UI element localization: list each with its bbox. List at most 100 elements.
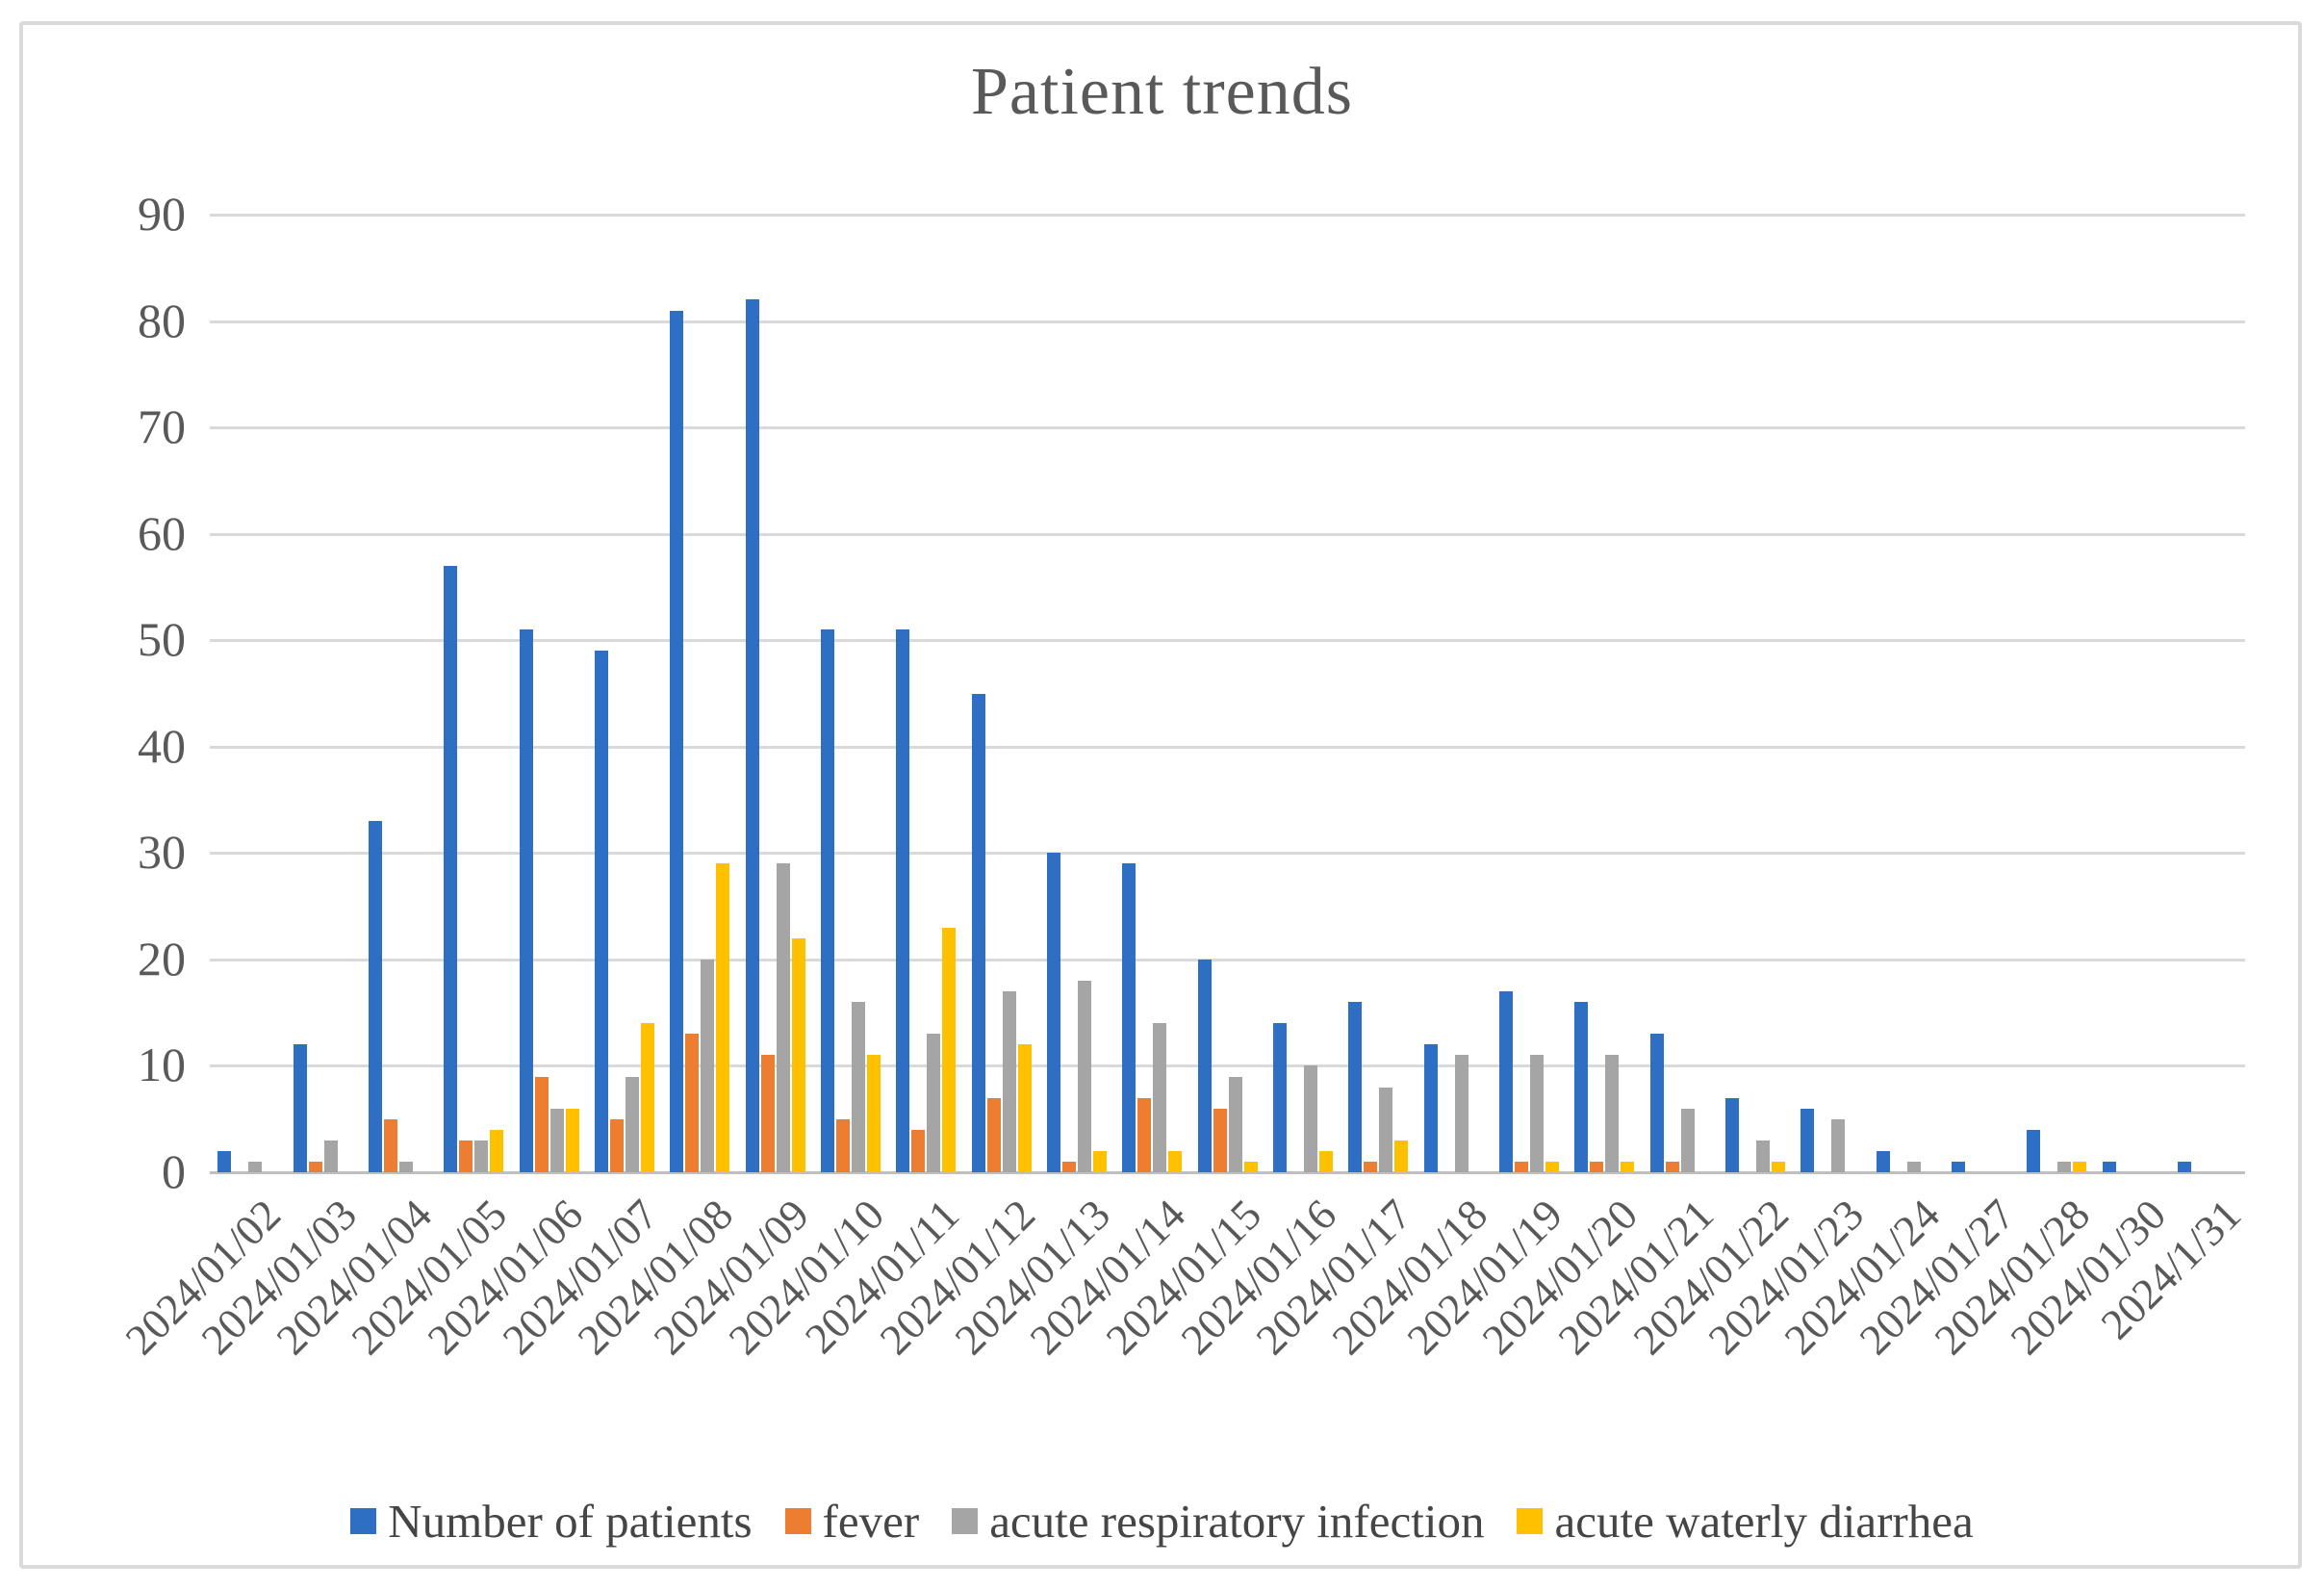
chart-frame bbox=[19, 21, 2302, 1569]
legend-item-fever: fever bbox=[784, 1494, 920, 1549]
bar-number-of-patients-2024/01/17 bbox=[1348, 1002, 1363, 1172]
bar-acute-respiratory-infection-2024/01/12 bbox=[1002, 991, 1016, 1172]
legend-swatch-icon bbox=[350, 1508, 377, 1534]
y-tick-label: 0 bbox=[162, 1144, 186, 1198]
bar-fever-2024/01/13 bbox=[1061, 1161, 1076, 1172]
gridline bbox=[210, 426, 2245, 430]
bar-fever-2024/01/09 bbox=[760, 1055, 775, 1172]
y-tick-label: 80 bbox=[138, 293, 186, 347]
bar-number-of-patients-2024/01/14 bbox=[1122, 863, 1136, 1172]
gridline bbox=[210, 958, 2245, 961]
bar-fever-2024/01/19 bbox=[1514, 1161, 1528, 1172]
legend-label: acute waterly diarrhea bbox=[1554, 1495, 1974, 1548]
legend-item-number-of-patients: Number of patients bbox=[350, 1494, 753, 1549]
bar-number-of-patients-2024/01/21 bbox=[1649, 1034, 1664, 1172]
bar-acute-respiratory-infection-2024/01/13 bbox=[1077, 981, 1091, 1172]
bar-fever-2024/01/21 bbox=[1665, 1161, 1679, 1172]
bar-acute-waterly-diarrhea-2024/01/14 bbox=[1168, 1150, 1183, 1172]
bar-acute-respiratory-infection-2024/01/14 bbox=[1153, 1023, 1167, 1172]
bar-acute-waterly-diarrhea-2024/01/15 bbox=[1243, 1161, 1258, 1172]
legend-item-acute-waterly-diarrhea: acute waterly diarrhea bbox=[1517, 1494, 1974, 1549]
bar-acute-waterly-diarrhea-2024/01/19 bbox=[1545, 1161, 1559, 1172]
bar-number-of-patients-2024/01/04 bbox=[368, 821, 382, 1172]
bar-number-of-patients-2024/01/11 bbox=[896, 629, 910, 1172]
bar-fever-2024/01/10 bbox=[835, 1118, 850, 1172]
bar-acute-waterly-diarrhea-2024/01/22 bbox=[1771, 1161, 1785, 1172]
bar-acute-respiratory-infection-2024/01/15 bbox=[1228, 1076, 1242, 1172]
bar-acute-respiratory-infection-2024/01/20 bbox=[1605, 1055, 1620, 1172]
bar-acute-respiratory-infection-2024/01/08 bbox=[701, 959, 715, 1172]
bar-number-of-patients-2024/01/03 bbox=[293, 1044, 307, 1172]
bar-acute-waterly-diarrhea-2024/01/11 bbox=[942, 927, 957, 1172]
bar-number-of-patients-2024/01/19 bbox=[1498, 991, 1513, 1172]
bar-number-of-patients-2024/01/23 bbox=[1800, 1108, 1815, 1172]
y-tick-label: 20 bbox=[138, 931, 186, 986]
legend-label: Number of patients bbox=[388, 1495, 753, 1548]
bar-acute-waterly-diarrhea-2024/01/28 bbox=[2073, 1161, 2087, 1172]
bar-acute-respiratory-infection-2024/01/06 bbox=[549, 1108, 564, 1172]
legend-swatch-icon bbox=[784, 1508, 811, 1534]
bar-number-of-patients-2024/01/30 bbox=[2102, 1161, 2116, 1172]
gridline bbox=[210, 214, 2245, 217]
bar-acute-waterly-diarrhea-2024/01/20 bbox=[1621, 1161, 1635, 1172]
bar-acute-respiratory-infection-2024/01/19 bbox=[1529, 1055, 1544, 1172]
bar-number-of-patients-2024/01/16 bbox=[1272, 1023, 1287, 1172]
y-tick-label: 60 bbox=[138, 505, 186, 560]
bar-acute-respiratory-infection-2024/01/04 bbox=[398, 1161, 413, 1172]
bar-fever-2024/01/20 bbox=[1590, 1161, 1604, 1172]
bar-number-of-patients-2024/01/08 bbox=[670, 310, 684, 1172]
bar-acute-waterly-diarrhea-2024/01/16 bbox=[1318, 1150, 1333, 1172]
bar-fever-2024/01/08 bbox=[685, 1034, 700, 1172]
chart-title: Patient trends bbox=[971, 55, 1353, 129]
gridline bbox=[210, 532, 2245, 536]
bar-number-of-patients-2024/01/12 bbox=[971, 693, 985, 1172]
bar-number-of-patients-2024/1/31 bbox=[2177, 1161, 2191, 1172]
bar-number-of-patients-2024/01/09 bbox=[745, 299, 759, 1172]
bar-number-of-patients-2024/01/06 bbox=[519, 629, 533, 1172]
bar-fever-2024/01/11 bbox=[911, 1129, 926, 1172]
legend-item-acute-respiratory-infection: acute respiratory infection bbox=[952, 1494, 1484, 1549]
gridline bbox=[210, 745, 2245, 749]
bar-acute-respiratory-infection-2024/01/17 bbox=[1379, 1087, 1393, 1172]
legend: Number of patients fever acute respiratory… bbox=[0, 1494, 2324, 1549]
bar-acute-respiratory-infection-2024/01/22 bbox=[1755, 1140, 1770, 1172]
gridline bbox=[210, 852, 2245, 856]
gridline bbox=[210, 1064, 2245, 1068]
y-tick-label: 90 bbox=[138, 187, 186, 241]
bar-fever-2024/01/12 bbox=[986, 1097, 1001, 1172]
y-tick-label: 70 bbox=[138, 399, 186, 454]
bar-acute-respiratory-infection-2024/01/07 bbox=[625, 1076, 639, 1172]
y-tick-label: 10 bbox=[138, 1038, 186, 1092]
bar-acute-respiratory-infection-2024/01/09 bbox=[776, 863, 790, 1172]
bar-number-of-patients-2024/01/24 bbox=[1876, 1150, 1890, 1172]
bar-fever-2024/01/03 bbox=[308, 1161, 322, 1172]
bar-number-of-patients-2024/01/05 bbox=[444, 565, 458, 1172]
bar-fever-2024/01/06 bbox=[534, 1076, 549, 1172]
bar-number-of-patients-2024/01/02 bbox=[217, 1150, 232, 1172]
legend-swatch-icon bbox=[952, 1508, 979, 1534]
gridline bbox=[210, 639, 2245, 643]
bar-number-of-patients-2024/01/18 bbox=[1423, 1044, 1438, 1172]
bar-number-of-patients-2024/01/27 bbox=[1951, 1161, 1965, 1172]
bar-acute-respiratory-infection-2024/01/05 bbox=[474, 1140, 489, 1172]
bar-acute-waterly-diarrhea-2024/01/08 bbox=[716, 863, 730, 1172]
bar-acute-respiratory-infection-2024/01/21 bbox=[1680, 1108, 1695, 1172]
bar-acute-respiratory-infection-2024/01/10 bbox=[851, 1002, 865, 1172]
bar-number-of-patients-2024/01/13 bbox=[1046, 853, 1060, 1172]
legend-label: acute respiratory infection bbox=[989, 1495, 1485, 1548]
y-tick-label: 40 bbox=[138, 718, 186, 773]
bar-number-of-patients-2024/01/20 bbox=[1574, 1002, 1589, 1172]
gridline bbox=[210, 320, 2245, 323]
bar-acute-waterly-diarrhea-2024/01/05 bbox=[490, 1129, 504, 1172]
bar-fever-2024/01/07 bbox=[609, 1118, 624, 1172]
bar-fever-2024/01/05 bbox=[459, 1140, 473, 1172]
bar-acute-waterly-diarrhea-2024/01/07 bbox=[640, 1023, 654, 1172]
bar-number-of-patients-2024/01/10 bbox=[820, 629, 834, 1172]
bar-acute-respiratory-infection-2024/01/28 bbox=[2057, 1161, 2072, 1172]
bar-number-of-patients-2024/01/15 bbox=[1197, 959, 1212, 1172]
bar-number-of-patients-2024/01/22 bbox=[1724, 1097, 1739, 1172]
legend-label: fever bbox=[822, 1495, 920, 1548]
bar-acute-respiratory-infection-2024/01/11 bbox=[927, 1034, 941, 1172]
bar-acute-waterly-diarrhea-2024/01/06 bbox=[565, 1108, 579, 1172]
legend-swatch-icon bbox=[1517, 1508, 1544, 1534]
